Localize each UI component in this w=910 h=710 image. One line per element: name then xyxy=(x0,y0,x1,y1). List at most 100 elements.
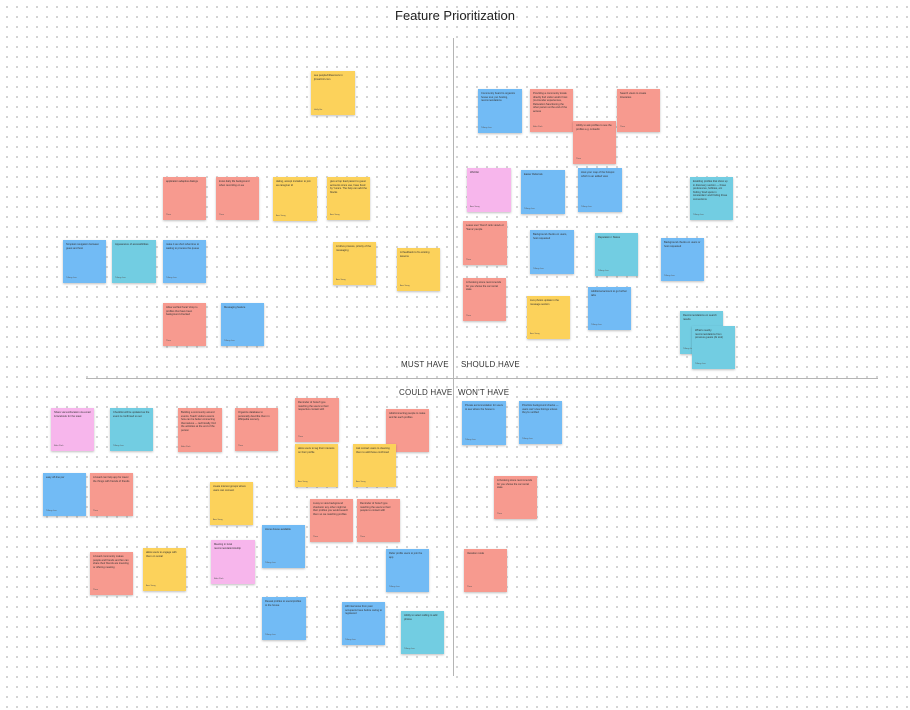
sticky-note-author: Thea xyxy=(467,586,472,588)
sticky-note[interactable]: Background checks on users, host request… xyxy=(530,230,574,274)
sticky-note[interactable]: Reveal profiles to users/profiles to the… xyxy=(262,597,306,640)
sticky-note[interactable]: easy off-line per Tiffany Lee xyxy=(43,473,86,516)
sticky-note[interactable]: Providing a community locale directly fi… xyxy=(530,89,573,132)
sticky-note-author: Thea xyxy=(466,259,471,261)
sticky-note-author: Bobi Park xyxy=(181,446,191,448)
sticky-note-text: allow users to engage with them on socia… xyxy=(146,551,177,558)
sticky-note-text: Host your map of the hotspot which to an… xyxy=(581,171,615,178)
sticky-note-author: Bobi Park xyxy=(54,445,64,447)
sticky-note-text: Appearance of accessibilities xyxy=(115,243,149,246)
sticky-note-text: Home-house available xyxy=(265,528,291,531)
sticky-note[interactable]: Checklist will be updated as the event i… xyxy=(110,408,153,451)
sticky-note[interactable]: AI drive process, priority of the messag… xyxy=(333,242,376,285)
sticky-note-text: A board community makes people and frien… xyxy=(93,555,129,569)
sticky-note[interactable]: Appearance of accessibilities Tiffany Lee xyxy=(112,240,156,283)
sticky-note-author: Tiffany Lee xyxy=(465,439,476,441)
sticky-note[interactable]: Allow verified 'local' shop to profiles … xyxy=(163,303,206,346)
board-title: Feature Prioritization xyxy=(395,8,515,23)
sticky-note[interactable]: Reputation / Status Tiffany Lee xyxy=(595,233,638,276)
sticky-note-author: Thea xyxy=(466,315,471,317)
sticky-note[interactable]: application adaptive dialogs Thea xyxy=(163,177,206,220)
sticky-note[interactable]: What's nearby recommendations from previ… xyxy=(692,326,735,369)
sticky-note-author: Ana Song xyxy=(400,285,410,287)
sticky-note-text: Reputation / Status xyxy=(598,236,621,239)
sticky-note[interactable]: make it as short what time to waiting to… xyxy=(163,240,206,283)
sticky-note-author: Tiffany Lee xyxy=(481,127,492,129)
sticky-note[interactable]: AI booking stone recommends for you show… xyxy=(494,476,537,519)
sticky-note[interactable]: Home-house available Tiffany Lee xyxy=(262,525,305,568)
sticky-note[interactable]: Reminder of 'Hotel' type matching the us… xyxy=(295,398,339,442)
sticky-note[interactable]: Host your map of the hotspot which to an… xyxy=(578,168,622,212)
sticky-note[interactable]: Simplest navigation between guest and ho… xyxy=(63,240,106,283)
sticky-note[interactable]: A board can help app for travel the thin… xyxy=(90,473,133,516)
sticky-note[interactable]: Easier Referrals Tiffany Lee xyxy=(521,170,565,214)
sticky-note-text: AI feedback to fix existing lessons xyxy=(400,251,430,258)
quadrant-divider-vertical xyxy=(453,38,454,676)
sticky-note[interactable]: Share via text/location via email & face… xyxy=(51,408,94,451)
sticky-note[interactable]: Vacation mode Thea xyxy=(464,549,507,592)
sticky-note[interactable]: AI feedback to fix existing lessons Ana S… xyxy=(397,248,440,291)
sticky-note[interactable]: Meeting in local recommendation/tooltip B… xyxy=(211,540,255,584)
sticky-note[interactable]: Ability to ask profiles to see the profi… xyxy=(573,121,616,164)
sticky-note-author: Thea xyxy=(93,589,98,591)
sticky-note-author: Tiffany Lee xyxy=(345,639,356,641)
sticky-note[interactable]: A board community makes people and frien… xyxy=(90,552,133,595)
sticky-note-author: Ana Song xyxy=(298,481,308,483)
quadrant-label-wont-have: WON'T HAVE xyxy=(458,388,510,397)
sticky-note[interactable]: HR interviews from past occupants have b… xyxy=(342,602,385,645)
sticky-note[interactable]: Ability to select calling to add photos T… xyxy=(401,611,444,654)
quadrant-divider-horizontal xyxy=(86,378,878,379)
sticky-note[interactable]: AI booking stone recommends for you show… xyxy=(463,278,506,321)
sticky-note-author: Ana Song xyxy=(330,214,340,216)
sticky-note[interactable]: Community board to organize house tour, … xyxy=(478,89,522,133)
sticky-note-text: Share via text/location via email & face… xyxy=(54,411,91,418)
sticky-note[interactable]: create interest groups where users can c… xyxy=(210,482,253,525)
sticky-note[interactable]: Search views to create itineraries Thea xyxy=(617,89,660,132)
sticky-note-author: Tiffany Lee xyxy=(389,586,400,588)
sticky-note-text: Recommendations on search results xyxy=(683,314,717,321)
sticky-note[interactable]: Private accommodation for users to see w… xyxy=(462,401,506,445)
sticky-note-author: Thea xyxy=(166,340,171,342)
sticky-note[interactable]: A way to view background checks/or any o… xyxy=(310,499,353,542)
sticky-note[interactable]: know daily life background when recordin… xyxy=(216,177,259,220)
sticky-note[interactable]: Building a community around events. Teac… xyxy=(178,408,222,452)
sticky-note[interactable]: Messaging feature Tiffany Lee xyxy=(221,303,264,346)
sticky-note-text: application adaptive dialogs xyxy=(166,180,198,183)
sticky-note[interactable]: allow users to engage with them on socia… xyxy=(143,548,186,591)
sticky-note-text: Organize database to personally describe… xyxy=(238,411,270,422)
sticky-note-author: Tiffany Lee xyxy=(224,340,235,342)
sticky-note-text: HR interviews from past occupants have b… xyxy=(345,605,382,616)
sticky-note[interactable]: Leave user 'friend' rank view/s or 'Same… xyxy=(463,221,507,265)
sticky-note[interactable]: Organize database to personally describe… xyxy=(235,408,278,451)
sticky-note-author: Tiffany Lee xyxy=(683,348,694,350)
sticky-note[interactable]: Refer profile users to join the app Tiffa… xyxy=(386,549,429,592)
sticky-note[interactable]: dating, accept invitation to join as car… xyxy=(273,177,317,221)
sticky-note-text: know daily life background when recordin… xyxy=(219,180,250,187)
sticky-note-author: Ana Song xyxy=(356,481,366,483)
sticky-note[interactable]: Enabling profiles that show up in discov… xyxy=(690,177,733,220)
sticky-note-author: Ana Song xyxy=(146,585,156,587)
sticky-note[interactable]: Additional account to go further tabs Tif… xyxy=(588,287,631,330)
sticky-note[interactable]: Live photos update in the message sectio… xyxy=(527,296,570,339)
sticky-note[interactable]: Reminder of 'Hotel' type matching the us… xyxy=(357,499,400,542)
sticky-note[interactable]: give a hop feed parent to guest accounts… xyxy=(327,177,370,220)
sticky-note[interactable]: Wishlist Ana Song xyxy=(467,168,511,212)
sticky-note[interactable]: Ask contact users to cleaning them to ad… xyxy=(353,444,396,487)
sticky-note-text: allow users to tag their interests on th… xyxy=(298,447,335,454)
sticky-note-text: easy off-line per xyxy=(46,476,65,479)
quadrant-label-could-have: COULD HAVE xyxy=(399,388,453,397)
sticky-note-author: Bobi Park xyxy=(533,126,543,128)
sticky-note[interactable]: Background checks on users or host reque… xyxy=(661,238,704,281)
sticky-note-text: Building a community around events. Teac… xyxy=(181,411,216,432)
sticky-note-text: Add/connecting people to make and far ea… xyxy=(389,412,426,419)
sticky-note[interactable]: allow users to tag their interests on th… xyxy=(295,444,338,487)
sticky-note-author: Ana Song xyxy=(336,279,346,281)
sticky-note-author: Tiffany Lee xyxy=(533,268,544,270)
sticky-note-text: see people/influencers in jbmail.biz.com xyxy=(314,74,343,81)
sticky-note-author: Ana Song xyxy=(213,519,223,521)
sticky-note[interactable]: Prioritize background checks — users can… xyxy=(519,401,562,444)
sticky-note[interactable]: see people/influencers in jbmail.biz.com… xyxy=(311,71,355,115)
quadrant-label-should-have: SHOULD HAVE xyxy=(461,360,520,369)
